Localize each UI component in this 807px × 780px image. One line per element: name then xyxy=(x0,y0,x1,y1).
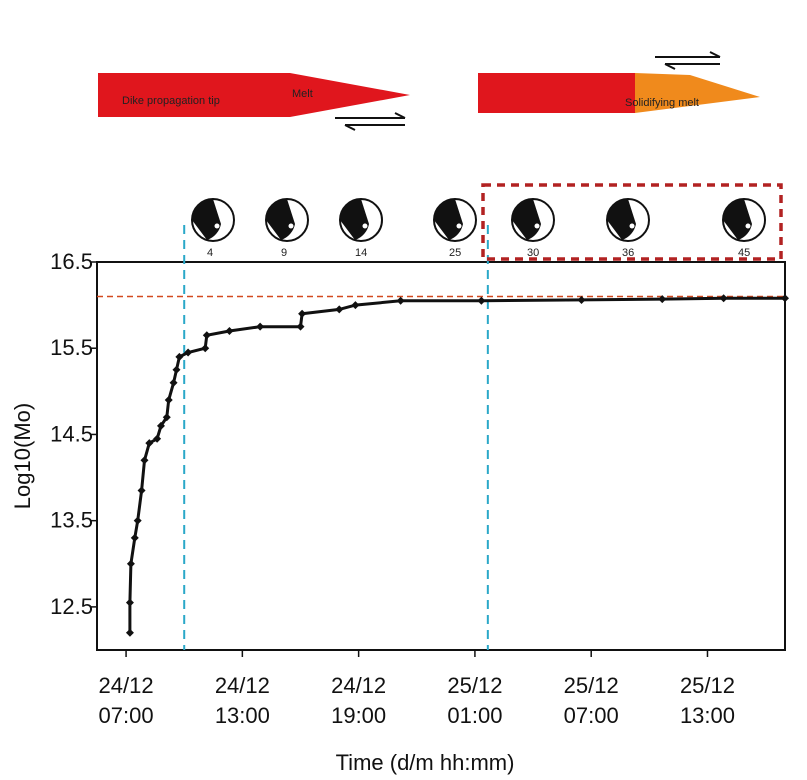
y-tick-label: 16.5 xyxy=(50,249,93,274)
focal-mechanism xyxy=(265,198,309,242)
focal-mechanism xyxy=(511,198,555,242)
solid-shape xyxy=(635,73,760,113)
point xyxy=(335,305,344,314)
plot-frame xyxy=(96,261,786,651)
x-tick-label: 24/12 19:00 xyxy=(331,673,386,728)
point xyxy=(577,295,586,304)
ball-fill xyxy=(266,199,295,240)
highlight-box xyxy=(481,183,783,261)
pole xyxy=(362,223,368,229)
focal-mechanism xyxy=(606,198,650,242)
point xyxy=(296,322,305,331)
x-axis-label: Time (d/m hh:mm) xyxy=(336,750,515,775)
y-tick-label: 12.5 xyxy=(50,594,93,619)
mechanism-label: 36 xyxy=(622,247,634,259)
y-tick-label: 13.5 xyxy=(50,508,93,533)
x-tick-label: 25/12 13:00 xyxy=(680,673,735,728)
point xyxy=(137,486,146,495)
mechanism-label: 45 xyxy=(738,247,750,259)
point xyxy=(719,294,728,303)
focal-mechanism xyxy=(722,198,766,242)
focal-mechanism xyxy=(339,198,383,242)
dike-shape xyxy=(98,73,410,117)
series-line xyxy=(128,296,785,633)
shear-arrows xyxy=(335,51,721,131)
point xyxy=(162,413,171,422)
point xyxy=(658,295,667,304)
mechanism-label: 30 xyxy=(527,247,539,259)
point xyxy=(256,322,265,331)
x-tick-label: 24/12 07:00 xyxy=(99,673,154,728)
melt-label: Melt xyxy=(292,88,313,100)
pole xyxy=(456,223,462,229)
ball-fill xyxy=(434,199,463,240)
solid-label: Solidifying melt xyxy=(625,97,699,109)
point xyxy=(145,439,154,448)
point xyxy=(130,533,139,542)
point xyxy=(396,296,405,305)
point xyxy=(140,456,149,465)
point xyxy=(164,395,173,404)
point xyxy=(477,296,486,305)
diagram: Dike propagation tip Melt Solidifying me… xyxy=(98,51,760,131)
point xyxy=(172,365,181,374)
point xyxy=(153,434,162,443)
ball-fill xyxy=(340,199,369,240)
mechanism-label: 25 xyxy=(449,247,461,259)
point xyxy=(298,309,307,318)
x-tick-label: 25/12 01:00 xyxy=(447,673,502,728)
point xyxy=(126,559,135,568)
ball-fill xyxy=(607,199,636,240)
pole xyxy=(534,223,540,229)
ball-fill xyxy=(723,199,752,240)
focal-mechanism xyxy=(433,198,477,242)
point xyxy=(156,421,165,430)
x-tick-label: 25/12 07:00 xyxy=(564,673,619,728)
point xyxy=(351,301,360,310)
point xyxy=(201,344,210,353)
y-tick-label: 15.5 xyxy=(50,335,93,360)
point xyxy=(175,352,184,361)
point xyxy=(781,294,789,303)
mechanism-label: 9 xyxy=(281,247,287,259)
ball-fill xyxy=(512,199,541,240)
mechanism-label: 14 xyxy=(355,247,367,259)
point xyxy=(225,326,234,335)
pole xyxy=(745,223,751,229)
mechanism-label: 4 xyxy=(207,247,213,259)
ball-fill xyxy=(192,199,221,240)
dike-shape xyxy=(478,73,635,113)
point xyxy=(125,628,134,637)
point xyxy=(169,378,178,387)
y-tick-label: 14.5 xyxy=(50,421,93,446)
focal-mechanism xyxy=(191,198,235,242)
point xyxy=(133,516,142,525)
y-axis-label: Log10(Mo) xyxy=(10,403,35,509)
point xyxy=(202,331,211,340)
point xyxy=(125,598,134,607)
point xyxy=(184,348,193,357)
pole xyxy=(288,223,294,229)
x-tick-label: 24/12 13:00 xyxy=(215,673,270,728)
dike-label: Dike propagation tip xyxy=(122,95,220,107)
pole xyxy=(629,223,635,229)
pole xyxy=(214,223,220,229)
